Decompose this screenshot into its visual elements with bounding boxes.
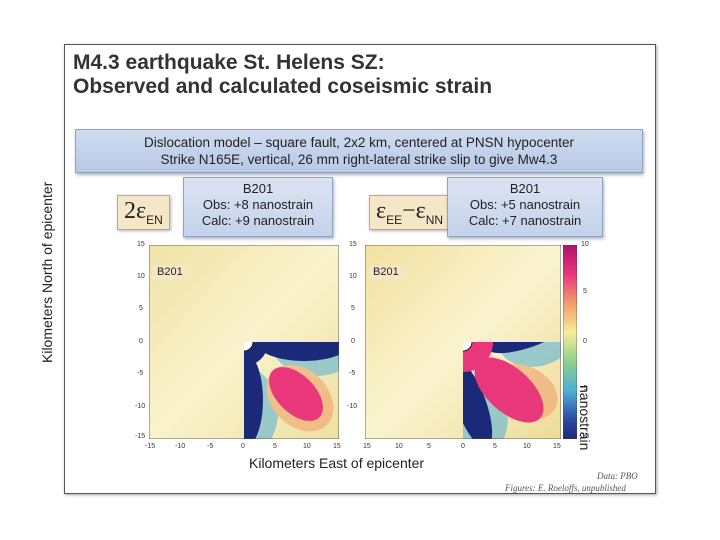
tick-label: 0 [139,338,143,345]
tick-label: 0 [241,443,245,450]
right-component-sub-nn: NN [425,212,444,227]
left-strain-map [149,245,339,439]
right-component-symbol: ε [376,198,387,224]
tick-label: -15 [135,433,146,440]
data-credit: Data: PBO [597,471,638,481]
tick-label: 5 [493,443,497,450]
colorbar [563,245,577,439]
left-component-symbol: 2ε [124,198,147,224]
right-station-name: B201 [509,181,541,196]
tick-label: 5 [351,305,355,312]
focal-mechanism-icon [463,342,473,352]
tick-label: 5 [139,305,143,312]
right-component-minus: −ε [402,198,426,224]
tick-label: 0 [583,338,587,345]
left-map-station-tag: B201 [153,265,187,279]
slide-frame: M4.3 earthquake St. Helens SZ: Observed … [39,44,656,494]
figures-credit: Figures: E. Roeloffs, unpublished [505,483,626,493]
tick-label: 5 [583,288,587,295]
tick-label: 0 [461,443,465,450]
tick-label: -5 [207,443,214,450]
tick-label: 10 [137,273,145,280]
left-station-box: B201 Obs: +8 nanostrain Calc: +9 nanostr… [183,177,333,237]
right-station-box: B201 Obs: +5 nanostrain Calc: +7 nanostr… [447,177,603,237]
tick-label: 10 [395,443,403,450]
x-axis-label: Kilometers East of epicenter [249,455,425,471]
left-calculated-value: Calc: +9 nanostrain [201,213,315,228]
tick-label: 10 [523,443,531,450]
right-strain-map [365,245,561,439]
tick-label: 5 [273,443,277,450]
left-component-subscript: EN [146,212,163,227]
model-line-2: Strike N165E, vertical, 26 mm right-late… [160,152,558,167]
tick-label: -10 [579,433,590,440]
tick-label: -10 [135,403,146,410]
tick-label: -5 [581,385,588,392]
left-strain-component-label: 2εEN [117,195,170,230]
model-line-1: Dislocation model – square fault, 2x2 km… [144,135,574,150]
right-observed-value: Obs: +5 nanostrain [469,197,581,212]
right-component-sub-ee: EE [386,212,403,227]
left-observed-value: Obs: +8 nanostrain [202,197,314,212]
tick-label: -5 [137,370,144,377]
tick-label: -15 [145,443,156,450]
tick-label: -10 [347,403,358,410]
right-map-station-tag: B201 [369,265,403,279]
model-description-box: Dislocation model – square fault, 2x2 km… [75,129,643,173]
title-line-1: M4.3 earthquake St. Helens SZ: [73,51,385,74]
y-axis-label: Kilometers North of epicenter [39,181,55,363]
tick-label: 15 [553,443,561,450]
tick-label: 10 [581,241,589,248]
colorbar-label: nanostrain [577,385,593,451]
left-station-name: B201 [242,181,274,196]
right-calculated-value: Calc: +7 nanostrain [468,213,582,228]
tick-label: 15 [333,443,341,450]
tick-label: -5 [349,370,356,377]
tick-label: -10 [175,443,186,450]
slide-title: M4.3 earthquake St. Helens SZ: Observed … [73,51,492,99]
tick-label: 15 [363,443,371,450]
focal-mechanism-icon [244,342,254,352]
tick-label: 10 [349,273,357,280]
tick-label: 10 [303,443,311,450]
tick-label: 5 [427,443,431,450]
title-line-2: Observed and calculated coseismic strain [73,75,493,98]
tick-label: 15 [349,241,357,248]
right-strain-component-label: εEE−εNN [369,195,451,230]
tick-label: 0 [351,338,355,345]
tick-label: 15 [137,241,145,248]
